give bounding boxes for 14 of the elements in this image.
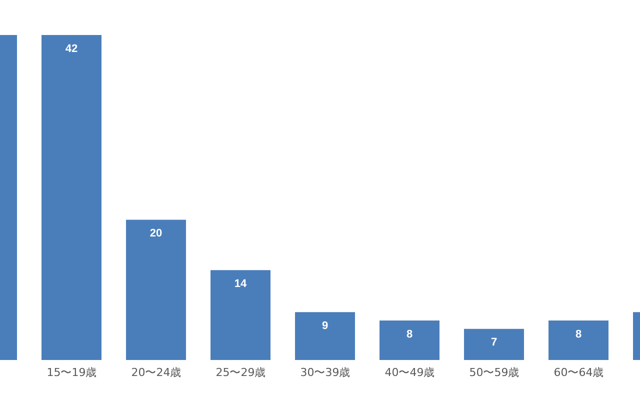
data-label: 8 <box>406 328 413 340</box>
x-tick-label: 20〜24歳 <box>131 366 182 379</box>
x-tick-label: 15〜19歳 <box>46 366 97 379</box>
data-label: 42 <box>65 42 78 55</box>
data-label: 7 <box>490 336 498 349</box>
x-tick-label: 25〜29歳 <box>216 366 266 379</box>
data-label: 8 <box>575 328 582 340</box>
x-tick-label: 60〜64歳 <box>554 366 604 379</box>
x-tick-label: 30〜39歳 <box>300 366 350 379</box>
data-label: 9 <box>322 320 328 332</box>
x-tick-label: 40〜49歳 <box>384 366 435 379</box>
x-tick-label: 50〜59歳 <box>469 366 520 379</box>
data-label: 14 <box>234 278 248 290</box>
data-label: 20 <box>150 228 162 240</box>
